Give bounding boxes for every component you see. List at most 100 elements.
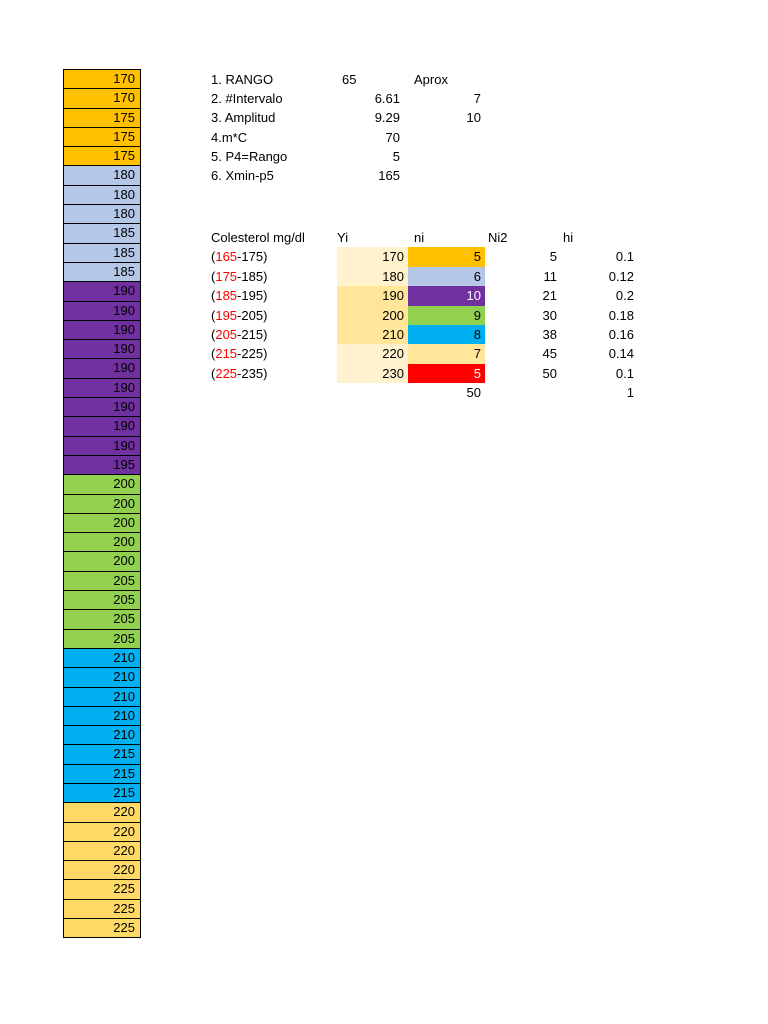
yi-cell: 230: [337, 363, 408, 384]
hi-total: 1: [626, 385, 634, 401]
interval-low: 225: [215, 365, 238, 381]
table-total-row: 50 1: [0, 383, 768, 402]
table-rows: (165-175) 170 5 5 0.1 (175-185) 180 6 11…: [0, 247, 768, 384]
Ni2-cell: 45: [542, 346, 557, 362]
interval-open: (: [211, 365, 216, 381]
data-cell: 200: [63, 551, 141, 572]
data-cell: 210: [63, 647, 141, 669]
interval-label: (185-195): [211, 286, 267, 305]
calc-value: 65: [342, 71, 357, 87]
hi-cell: 0.12: [608, 268, 634, 284]
hi-cell: 0.16: [608, 326, 634, 342]
calc-row: 3. Amplitud 9.29 10: [0, 108, 768, 127]
calc-value: 165: [378, 168, 400, 184]
data-cell: 215: [63, 763, 141, 784]
interval-low: 205: [215, 326, 238, 342]
data-cell: 190: [63, 416, 141, 437]
ni-total: 50: [466, 385, 481, 401]
data-cell: 190: [63, 339, 141, 360]
table-row: (185-195) 190 10 21 0.2: [0, 286, 768, 306]
hi-cell: 0.1: [615, 365, 634, 381]
table-row: (205-215) 210 8 38 0.16: [0, 324, 768, 345]
interval-label: (225-235): [211, 364, 267, 383]
yi-cell: 220: [337, 344, 408, 364]
table-row: (225-235) 230 5 50 0.1: [0, 363, 768, 384]
table-header-row: Colesterol mg/dl Yi ni Ni2 hi: [0, 228, 768, 247]
data-cell: 215: [63, 744, 141, 765]
data-cell: 190: [63, 435, 141, 456]
data-cell: 200: [63, 493, 141, 514]
data-cell: 170: [63, 88, 141, 109]
yi-cell: 200: [337, 305, 408, 325]
interval-rest: -215): [237, 326, 268, 342]
calc-row: 4.m*C 70: [0, 128, 768, 147]
interval-rest: -185): [237, 268, 268, 284]
table-header-ni: ni: [414, 230, 425, 245]
yi-cell: 170: [337, 247, 408, 267]
data-cell: 205: [63, 570, 141, 592]
ni-cell: 6: [408, 266, 485, 287]
table-row: (175-185) 180 6 11 0.12: [0, 266, 768, 287]
table-row: (195-205) 200 9 30 0.18: [0, 305, 768, 325]
Ni2-cell: 38: [542, 326, 557, 342]
data-cell: 210: [63, 686, 141, 707]
table-row: (165-175) 170 5 5 0.1: [0, 247, 768, 267]
data-cell: 180: [63, 184, 141, 206]
hi-cell: 0.2: [615, 288, 634, 304]
interval-open: (: [211, 307, 216, 323]
hi-cell: 0.18: [608, 307, 634, 323]
Ni2-cell: 30: [542, 307, 557, 323]
interval-label: (165-175): [211, 247, 267, 266]
data-cell: 200: [63, 512, 141, 534]
ni-cell: 5: [408, 247, 485, 267]
interval-low: 215: [215, 346, 238, 362]
calc-row: 2. #Intervalo 6.61 7: [0, 89, 768, 108]
yi-cell: 190: [337, 286, 408, 306]
data-cell: 215: [63, 782, 141, 804]
data-cell: 180: [63, 165, 141, 186]
calc-extra: 10: [466, 110, 481, 126]
data-cell: 180: [63, 204, 141, 225]
ni-cell: 9: [408, 305, 485, 325]
data-cell: 200: [63, 474, 141, 495]
Ni2-cell: 5: [549, 249, 557, 265]
data-cell: 220: [63, 840, 141, 862]
ni-cell: 7: [408, 344, 485, 364]
interval-rest: -225): [237, 346, 268, 362]
data-cell: 220: [63, 860, 141, 881]
table-header-yi: Yi: [337, 230, 349, 245]
calc-value: 6.61: [374, 90, 400, 106]
calc-label: 6. Xmin-p5: [211, 168, 274, 184]
calc-extra: Aprox: [414, 71, 448, 87]
data-cell: 185: [63, 242, 141, 263]
data-column: 170 170 175 175 175 180 180 180 185 185 185 190 190 1…: [63, 69, 141, 939]
ni-cell: 8: [408, 324, 485, 345]
calc-value: 70: [385, 129, 400, 145]
interval-label: (195-205): [211, 306, 267, 325]
interval-low: 195: [215, 307, 238, 323]
data-cell: 225: [63, 898, 141, 920]
data-cell: 190: [63, 377, 141, 399]
data-cell: 205: [63, 628, 141, 649]
Ni2-cell: 21: [542, 288, 557, 304]
data-cell: 220: [63, 802, 141, 823]
table-header-Ni2: Ni2: [488, 230, 508, 245]
table-header-interval: Colesterol mg/dl: [211, 230, 305, 245]
interval-rest: -175): [237, 249, 268, 265]
interval-open: (: [211, 326, 216, 342]
data-cell: 205: [63, 609, 141, 630]
interval-low: 165: [215, 249, 238, 265]
calc-extra: 7: [473, 90, 481, 106]
hi-cell: 0.14: [608, 346, 634, 362]
table-row: (215-225) 220 7 45 0.14: [0, 344, 768, 364]
interval-label: (215-225): [211, 344, 267, 363]
data-cell: 195: [63, 454, 141, 476]
interval-rest: -235): [237, 365, 268, 381]
ni-cell: 10: [408, 286, 485, 306]
calc-block: 1. RANGO 65 Aprox 2. #Intervalo 6.61 7 3…: [0, 70, 768, 186]
calc-label: 4.m*C: [211, 129, 248, 145]
yi-cell: 210: [337, 324, 408, 345]
calc-value: 5: [392, 148, 400, 164]
data-cell: 210: [63, 725, 141, 746]
